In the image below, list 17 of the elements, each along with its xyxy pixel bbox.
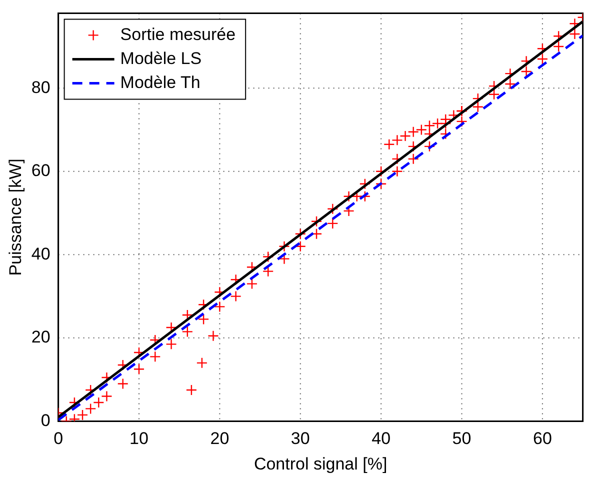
y-tick-label: 40 (31, 244, 50, 264)
y-tick-label: 20 (31, 328, 50, 347)
x-tick-label: 40 (372, 429, 391, 448)
y-axis-title: Puissance [kW] (6, 158, 25, 276)
y-tick-label: 0 (40, 410, 50, 430)
x-tick-label: 60 (532, 429, 552, 448)
x-tick-label: 30 (290, 429, 310, 448)
legend-label: Sortie mesurée (120, 24, 236, 44)
y-tick-label: 80 (31, 78, 50, 97)
x-tick-label: 10 (130, 429, 148, 448)
x-tick-label: 20 (210, 429, 230, 448)
legend-label: Modèle Th (120, 72, 200, 92)
x-axis-title: Control signal [%] (254, 454, 388, 474)
x-tick-label: 50 (452, 429, 472, 448)
legend-label: Modèle LS (120, 48, 202, 68)
y-tick-label: 60 (31, 161, 50, 180)
x-tick-label: 0 (54, 429, 64, 448)
